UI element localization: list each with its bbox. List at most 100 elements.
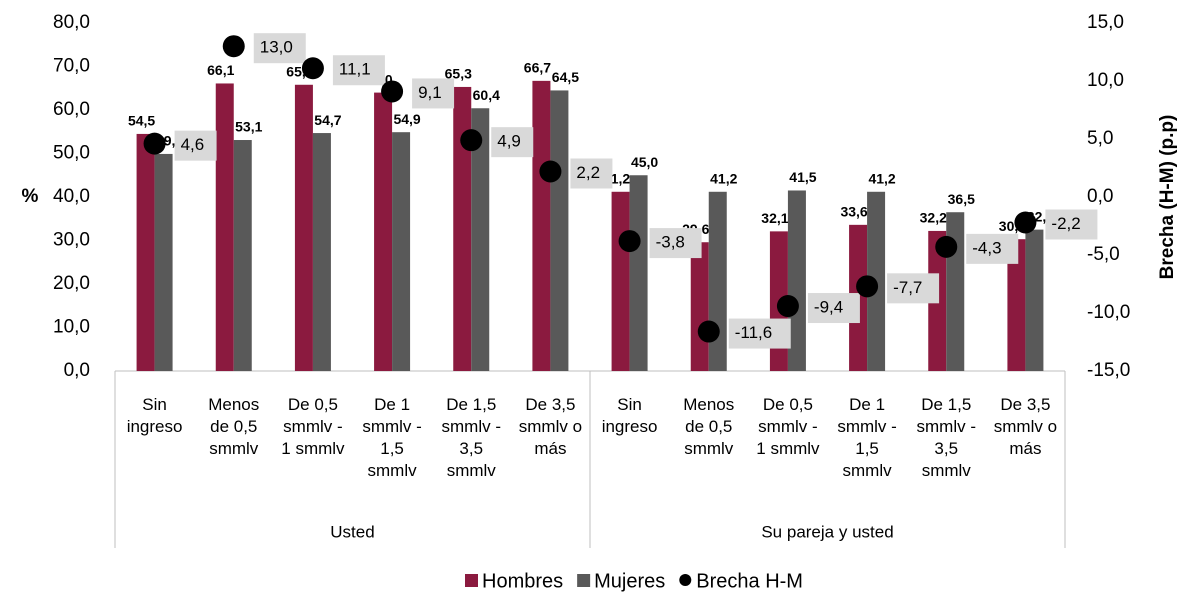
brecha-label-box — [332, 55, 385, 86]
legend-label: Brecha H-M — [696, 570, 803, 592]
legend-swatch — [577, 574, 591, 587]
brecha-point — [856, 275, 879, 298]
bar — [708, 191, 727, 371]
y-tick-label: 10,0 — [53, 317, 90, 338]
x-tick-label: De 3,5 smmlv o más — [994, 395, 1057, 458]
y-tick-label: 60,0 — [53, 99, 90, 120]
brecha-label-box — [649, 228, 702, 259]
bar — [392, 132, 411, 371]
bar — [690, 242, 709, 371]
brecha-label-box — [1045, 209, 1098, 240]
y2-tick-label: -15,0 — [1087, 360, 1130, 381]
bar — [611, 191, 630, 371]
brecha-value-label: -3,8 — [656, 233, 685, 252]
y-tick-label: 70,0 — [53, 56, 90, 77]
bar-value-label: 54,9 — [393, 111, 420, 127]
x-tick-label: De 1,5 smmlv -3,5 smmlv — [917, 395, 976, 480]
bar — [1007, 239, 1026, 371]
brecha-value-label: 2,2 — [576, 163, 600, 182]
bar — [312, 133, 331, 371]
y-tick-label: 80,0 — [53, 12, 90, 33]
brecha-label-box — [491, 127, 534, 158]
x-tick-label: De 3,5 smmlv o más — [519, 395, 582, 458]
y2-axis-label: Brecha (H-M) (p.p) — [1157, 115, 1178, 280]
brecha-point — [222, 35, 245, 58]
bar-value-label: 53,1 — [235, 119, 262, 135]
brecha-value-label: -9,4 — [814, 298, 843, 317]
bar — [136, 133, 155, 371]
brecha-value-label: -4,3 — [972, 238, 1001, 257]
bar — [1025, 229, 1044, 371]
brecha-point — [460, 129, 483, 152]
bar — [946, 212, 965, 371]
bar — [453, 86, 472, 371]
y2-tick-label: 0,0 — [1087, 186, 1113, 207]
bar-value-label: 54,5 — [128, 113, 155, 129]
brecha-value-label: 13,0 — [260, 38, 293, 57]
y-tick-label: 40,0 — [53, 186, 90, 207]
x-tick-label: Sin ingreso — [602, 395, 658, 436]
bar-value-label: 65,3 — [445, 66, 472, 82]
bar — [215, 83, 234, 371]
brecha-point — [935, 235, 958, 258]
brecha-point — [618, 230, 641, 253]
brecha-label-box — [887, 273, 940, 304]
bar — [374, 92, 393, 371]
brecha-point — [539, 160, 562, 183]
brecha-label-box — [728, 318, 791, 349]
brecha-label-box — [174, 130, 217, 161]
x-tick-label: De 0,5 smmlv -1 smmlv — [756, 395, 820, 458]
x-tick-label: De 1 smmlv -1,5 smmlv — [362, 395, 421, 480]
brecha-value-label: 9,1 — [418, 83, 442, 102]
brecha-point — [301, 57, 324, 80]
bar-value-label: 36,5 — [948, 191, 975, 207]
bar — [629, 175, 648, 371]
brecha-point — [143, 132, 166, 155]
x-tick-label: De 0,5 smmlv -1 smmlv — [281, 395, 345, 458]
bar-value-label: 32,2 — [920, 210, 947, 226]
brecha-value-label: -7,7 — [893, 278, 922, 297]
y-axis-label: % — [22, 186, 39, 207]
bar — [294, 84, 313, 372]
legend-swatch — [679, 574, 692, 586]
brecha-label-box — [807, 293, 860, 324]
legend-swatch — [465, 574, 478, 587]
brecha-value-label: 4,6 — [181, 135, 205, 154]
bar-value-label: 45,0 — [631, 154, 658, 170]
x-tick-label: Menos de 0,5 smmlv — [208, 395, 259, 458]
group-label: Usted — [330, 522, 374, 541]
brecha-label-box — [966, 233, 1019, 264]
brecha-value-label: -11,6 — [735, 323, 773, 342]
bar-value-label: 54,7 — [314, 112, 341, 128]
y-tick-label: 20,0 — [53, 273, 90, 294]
bar-value-label: 66,1 — [207, 62, 234, 78]
brecha-point — [697, 320, 720, 343]
y2-tick-label: 5,0 — [1087, 128, 1113, 149]
bar — [787, 190, 806, 371]
bar — [550, 90, 569, 372]
bar — [471, 108, 490, 371]
x-tick-label: De 1 smmlv -1,5 smmlv — [837, 395, 896, 480]
bar-value-label: 41,2 — [868, 170, 895, 186]
y2-tick-label: 10,0 — [1087, 70, 1124, 91]
legend-label: Mujeres — [594, 570, 665, 592]
y-tick-label: 30,0 — [53, 230, 90, 251]
brecha-point — [776, 295, 799, 318]
y-tick-label: 0,0 — [64, 360, 90, 381]
brecha-point — [381, 80, 404, 103]
brecha-value-label: 11,1 — [339, 60, 371, 79]
brecha-label-box — [253, 33, 306, 64]
bar — [233, 140, 252, 371]
brecha-value-label: 4,9 — [497, 132, 521, 151]
x-tick-label: Menos de 0,5 smmlv — [683, 395, 734, 458]
bar-value-label: 60,4 — [473, 87, 500, 103]
bar — [154, 153, 173, 371]
brecha-label-box — [412, 78, 455, 109]
bar-value-label: 33,6 — [840, 204, 867, 220]
y-tick-label: 50,0 — [53, 143, 90, 164]
legend-label: Hombres — [482, 570, 563, 592]
x-tick-label: Sin ingreso — [127, 395, 183, 436]
bar-value-label: 41,5 — [789, 169, 816, 185]
brecha-label-box — [570, 158, 613, 189]
